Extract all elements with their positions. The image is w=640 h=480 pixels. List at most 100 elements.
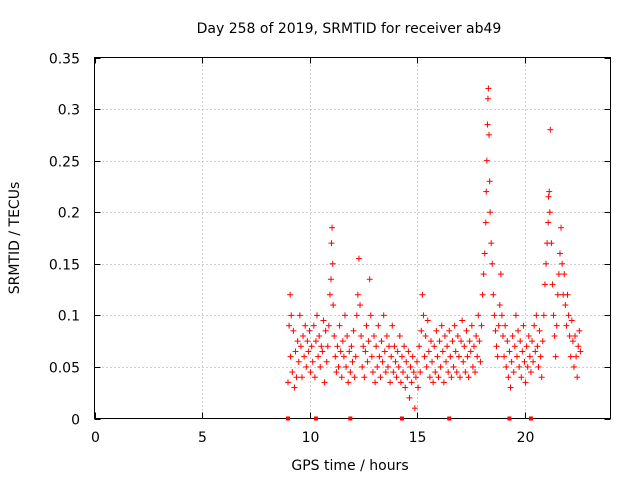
data-point (387, 379, 394, 386)
data-point (330, 302, 337, 309)
data-point (329, 224, 336, 231)
data-point (353, 312, 360, 319)
data-point (541, 281, 548, 288)
data-point (449, 338, 456, 345)
data-point (443, 358, 450, 365)
data-point (433, 327, 440, 334)
grid (94, 57, 611, 419)
gap-marker (399, 416, 404, 421)
data-point (567, 353, 574, 360)
data-point (480, 271, 487, 278)
data-point (358, 332, 365, 339)
data-point (312, 338, 319, 345)
data-point (322, 327, 329, 334)
data-point (328, 276, 334, 283)
data-point (501, 353, 508, 360)
data-point (430, 379, 437, 386)
x-tick-label: 0 (91, 430, 100, 446)
data-point (481, 250, 488, 257)
data-point (300, 332, 307, 339)
data-point (424, 317, 431, 324)
data-point (537, 353, 544, 360)
data-point (513, 353, 520, 360)
data-point (400, 369, 407, 376)
data-point (405, 348, 412, 355)
data-point (484, 95, 491, 102)
data-point (323, 358, 330, 365)
y-tick-label: 0.05 (49, 361, 80, 377)
data-point (564, 291, 571, 298)
data-point (572, 332, 579, 339)
data-point (376, 353, 383, 360)
data-point (516, 363, 523, 370)
data-point (325, 322, 332, 329)
data-point (486, 178, 493, 185)
data-point (308, 343, 315, 350)
data-point (344, 332, 351, 339)
data-point (287, 353, 294, 360)
data-point (505, 374, 512, 381)
data-point (522, 379, 529, 386)
data-point (296, 312, 303, 319)
data-point (556, 250, 563, 257)
data-point (334, 343, 341, 350)
data-point (491, 312, 498, 319)
data-point (384, 363, 391, 370)
data-point (574, 374, 581, 381)
x-tick-label: 10 (302, 430, 320, 446)
data-point (333, 369, 340, 376)
data-point (352, 353, 359, 360)
y-tick-label: 0.2 (58, 206, 80, 222)
data-point (510, 369, 517, 376)
data-point (423, 363, 430, 370)
data-point (337, 348, 344, 355)
data-point (345, 379, 352, 386)
data-point (440, 379, 447, 386)
data-point (395, 363, 402, 370)
y-tick-label: 0.35 (49, 52, 80, 68)
data-point (493, 343, 500, 350)
data-point (347, 369, 354, 376)
data-point (305, 348, 312, 355)
data-point (420, 312, 427, 319)
data-point (351, 374, 358, 381)
y-tick-label: 0.1 (58, 309, 80, 325)
data-point (504, 338, 511, 345)
data-point (338, 374, 345, 381)
data-point (419, 291, 426, 298)
data-point (444, 343, 451, 350)
data-point (394, 348, 401, 355)
data-point (375, 322, 382, 329)
data-point (454, 332, 461, 339)
data-point (371, 332, 377, 339)
y-tick-label: 0.25 (49, 155, 80, 171)
data-point (432, 369, 439, 376)
data-point (417, 369, 424, 376)
data-point (336, 322, 343, 329)
data-point (500, 332, 506, 339)
data-point (548, 240, 555, 247)
y-axis-label: SRMTID / TECUs (7, 182, 23, 295)
data-point (314, 312, 321, 319)
data-point (469, 363, 476, 370)
data-point (546, 209, 553, 216)
data-point (307, 369, 314, 376)
data-point (566, 332, 573, 339)
data-point (467, 348, 474, 355)
data-point (465, 374, 472, 381)
data-point (455, 353, 462, 360)
data-point (519, 348, 526, 355)
data-point (341, 312, 348, 319)
data-point (427, 338, 434, 345)
data-point (487, 209, 494, 216)
data-point (335, 363, 342, 370)
data-point (377, 374, 384, 381)
data-point (393, 374, 400, 381)
data-point (389, 322, 396, 329)
data-point (474, 353, 481, 360)
data-point (570, 363, 577, 370)
data-point (439, 348, 446, 355)
data-point (309, 358, 316, 365)
data-point (576, 327, 583, 334)
data-point (532, 348, 539, 355)
